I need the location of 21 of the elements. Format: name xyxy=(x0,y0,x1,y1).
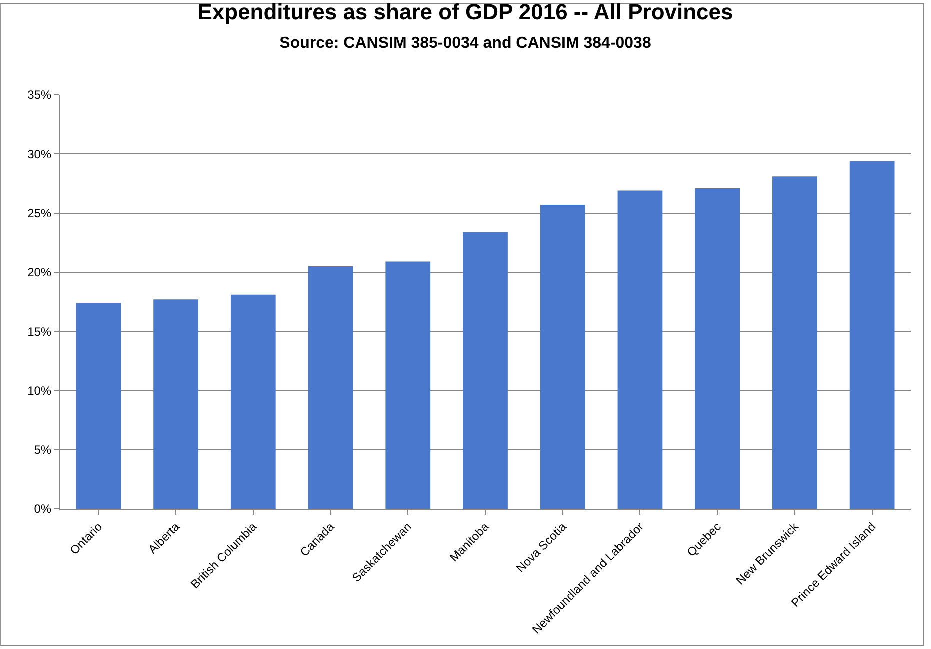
bar xyxy=(772,176,818,509)
bar xyxy=(618,190,663,509)
y-tick-label: 20% xyxy=(28,266,52,280)
y-tick-label: 5% xyxy=(34,443,52,458)
bar xyxy=(230,294,276,509)
y-tick-label: 10% xyxy=(28,384,52,398)
bar xyxy=(386,262,431,509)
bar xyxy=(154,300,198,509)
bar xyxy=(76,303,122,509)
y-tick-label: 25% xyxy=(28,206,52,220)
y-tick-label: 0% xyxy=(34,502,52,516)
chart-title: Expenditures as share of GDP 2016 -- All Provinces xyxy=(198,0,734,24)
y-tick-label: 30% xyxy=(28,147,52,162)
bar xyxy=(695,188,740,509)
y-tick-label: 15% xyxy=(28,324,52,339)
bar xyxy=(850,161,895,509)
chart-subtitle: Source: CANSIM 385-0034 and CANSIM 384-0038 xyxy=(280,35,652,52)
bar xyxy=(540,205,586,509)
bar xyxy=(308,266,354,509)
y-tick-label: 35% xyxy=(28,88,52,102)
bar xyxy=(463,232,508,509)
